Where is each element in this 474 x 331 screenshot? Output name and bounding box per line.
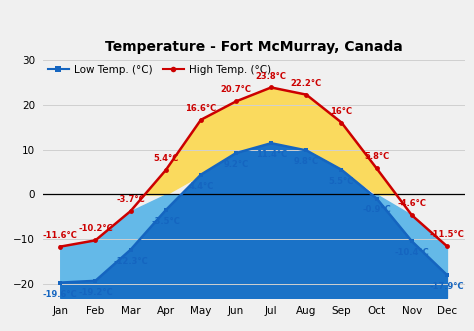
Text: 9.2°C: 9.2°C [223, 160, 249, 169]
Text: 9.8°C: 9.8°C [294, 157, 319, 166]
Text: 5.8°C: 5.8°C [364, 153, 389, 162]
Text: -19.2°C: -19.2°C [78, 288, 113, 297]
Text: -10.2°C: -10.2°C [78, 224, 113, 233]
Text: 5.4°C: 5.4°C [153, 154, 178, 163]
Text: -19.6°C: -19.6°C [43, 290, 78, 299]
Legend: Low Temp. (°C), High Temp. (°C): Low Temp. (°C), High Temp. (°C) [48, 65, 271, 75]
Text: 5.5°C: 5.5°C [329, 177, 354, 186]
Text: -0.9°C: -0.9°C [362, 206, 391, 214]
Text: 16.6°C: 16.6°C [185, 104, 217, 113]
Text: -4.6°C: -4.6°C [397, 199, 426, 208]
Text: 23.8°C: 23.8°C [255, 71, 287, 80]
Text: 4.4°C: 4.4°C [188, 182, 214, 191]
Text: 11.4°C: 11.4°C [255, 150, 287, 159]
Text: -11.6°C: -11.6°C [43, 231, 78, 240]
Text: 22.2°C: 22.2°C [291, 79, 322, 88]
Text: -11.5°C: -11.5°C [429, 230, 465, 239]
Text: -12.3°C: -12.3°C [113, 257, 148, 266]
Text: 16°C: 16°C [330, 107, 353, 116]
Title: Temperature - Fort McMurray, Canada: Temperature - Fort McMurray, Canada [105, 40, 402, 54]
Text: -17.9°C: -17.9°C [429, 282, 464, 291]
Text: -3.7°C: -3.7°C [116, 195, 145, 204]
Text: -10.4°C: -10.4°C [394, 248, 429, 257]
Text: 20.7°C: 20.7°C [220, 85, 252, 94]
Text: -3.5°C: -3.5°C [151, 217, 180, 226]
